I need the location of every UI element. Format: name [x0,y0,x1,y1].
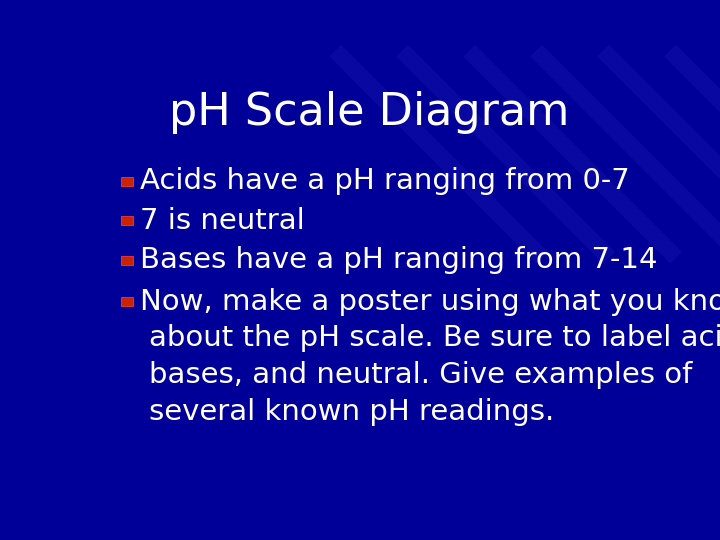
Text: pH Scale Diagram: pH Scale Diagram [168,91,570,134]
FancyBboxPatch shape [121,177,133,186]
Text: bases, and neutral. Give examples of: bases, and neutral. Give examples of [148,361,692,389]
FancyBboxPatch shape [121,255,133,265]
Text: about the pH scale. Be sure to label acids,: about the pH scale. Be sure to label aci… [148,325,720,353]
FancyBboxPatch shape [121,297,133,306]
Text: 7 is neutral: 7 is neutral [140,207,305,235]
Text: Acids have a pH ranging from 0-7: Acids have a pH ranging from 0-7 [140,167,629,195]
Text: several known pH readings.: several known pH readings. [148,397,554,426]
Text: Now, make a poster using what you know: Now, make a poster using what you know [140,288,720,316]
FancyBboxPatch shape [121,216,133,225]
Text: Bases have a pH ranging from 7-14: Bases have a pH ranging from 7-14 [140,246,657,274]
